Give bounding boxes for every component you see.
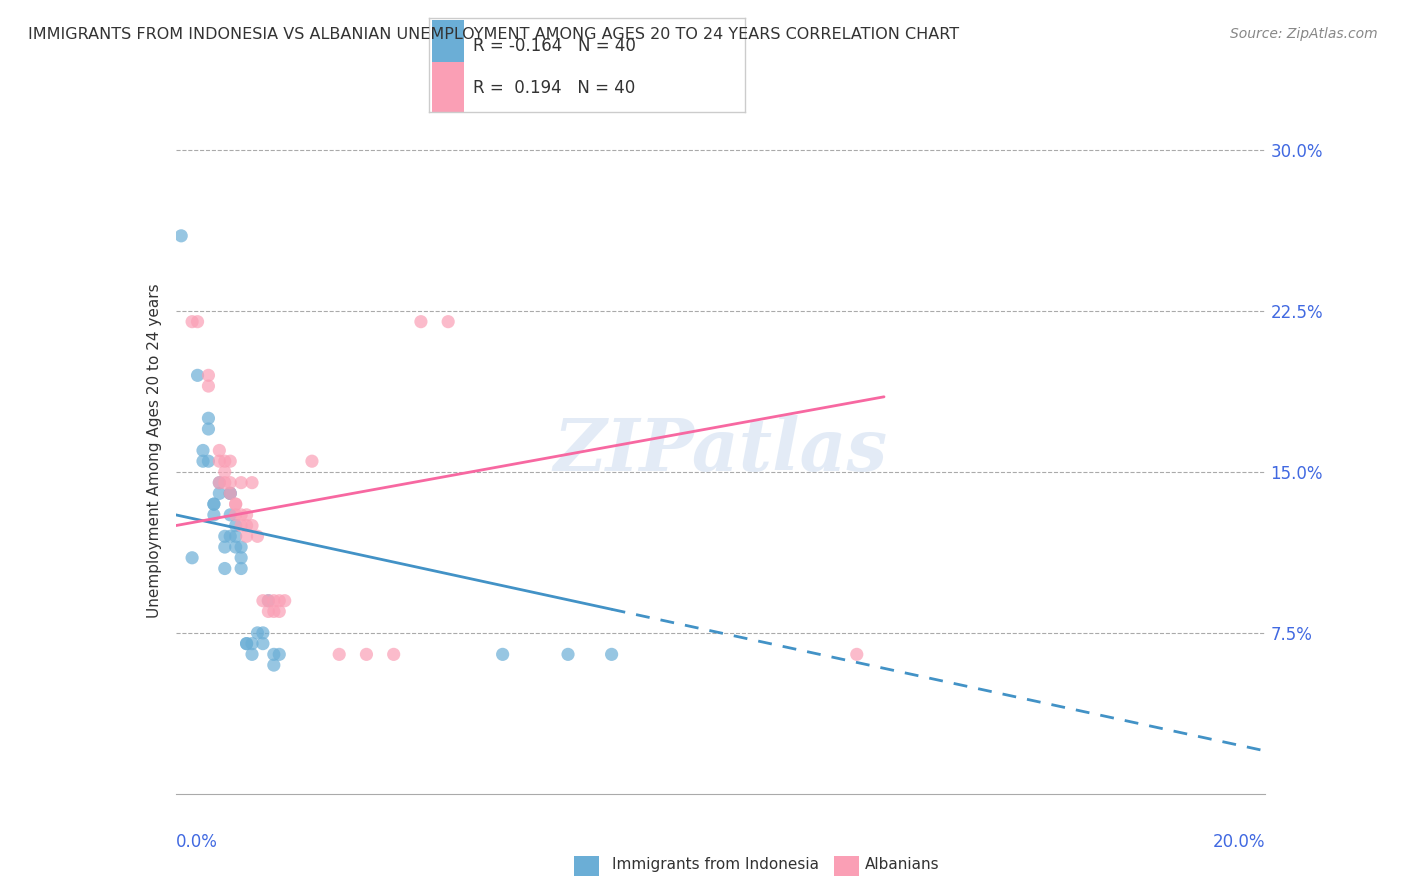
Point (214, 561, 236, 575)
Point (492, 648, 515, 662)
Point (208, 443, 231, 458)
Point (252, 637, 274, 651)
Point (225, 529, 247, 543)
Point (202, 497, 225, 511)
Point (409, 315, 432, 329)
Point (219, 486, 242, 500)
Point (231, 508, 253, 522)
Point (235, 529, 257, 543)
Point (437, 315, 460, 329)
Point (263, 604, 285, 618)
Point (231, 540, 253, 554)
Point (214, 475, 236, 490)
Point (240, 475, 263, 490)
Point (225, 508, 247, 522)
Point (356, 648, 378, 662)
Point (219, 508, 242, 522)
Point (225, 518, 247, 533)
Point (269, 648, 291, 662)
Text: Source: ZipAtlas.com: Source: ZipAtlas.com (1230, 27, 1378, 41)
Bar (432, 62, 464, 114)
Point (219, 486, 242, 500)
Point (263, 593, 285, 607)
Point (231, 550, 253, 565)
Point (197, 411, 219, 425)
Point (600, 648, 623, 662)
Text: IMMIGRANTS FROM INDONESIA VS ALBANIAN UNEMPLOYMENT AMONG AGES 20 TO 24 YEARS COR: IMMIGRANTS FROM INDONESIA VS ALBANIAN UN… (28, 27, 959, 42)
Point (219, 486, 242, 500)
Point (269, 593, 291, 607)
Point (231, 475, 253, 490)
Text: Immigrants from Indonesia: Immigrants from Indonesia (612, 857, 818, 872)
Point (186, 315, 209, 329)
Point (208, 475, 231, 490)
Point (202, 497, 225, 511)
Text: R = -0.164   N = 40: R = -0.164 N = 40 (472, 37, 636, 55)
Point (246, 529, 269, 543)
Point (197, 379, 219, 393)
Point (274, 593, 297, 607)
Point (382, 648, 405, 662)
Point (208, 475, 231, 490)
Point (219, 454, 242, 468)
Point (191, 454, 214, 468)
Point (269, 604, 291, 618)
Bar (432, 20, 464, 72)
Point (235, 637, 257, 651)
Text: 0.0%: 0.0% (176, 832, 218, 850)
Text: ZIPatlas: ZIPatlas (554, 415, 887, 486)
Point (170, 228, 193, 243)
Point (240, 637, 263, 651)
Point (235, 518, 257, 533)
Point (557, 648, 579, 662)
Point (231, 518, 253, 533)
Point (191, 443, 214, 458)
Point (181, 550, 204, 565)
Point (197, 422, 219, 436)
Point (231, 561, 253, 575)
Point (225, 497, 247, 511)
Point (252, 626, 274, 640)
Point (235, 637, 257, 651)
Point (219, 529, 242, 543)
Text: 20.0%: 20.0% (1213, 832, 1265, 850)
Point (197, 368, 219, 383)
Point (252, 593, 274, 607)
Point (235, 508, 257, 522)
Point (263, 658, 285, 673)
Point (197, 454, 219, 468)
Point (240, 648, 263, 662)
Y-axis label: Unemployment Among Ages 20 to 24 years: Unemployment Among Ages 20 to 24 years (146, 283, 162, 618)
Point (301, 454, 323, 468)
Point (181, 315, 204, 329)
Point (208, 454, 231, 468)
Point (257, 593, 280, 607)
Point (240, 518, 263, 533)
Point (845, 648, 868, 662)
Point (225, 497, 247, 511)
Point (214, 529, 236, 543)
Point (257, 593, 280, 607)
Point (246, 626, 269, 640)
Point (214, 465, 236, 479)
Point (208, 486, 231, 500)
Point (328, 648, 350, 662)
Point (257, 604, 280, 618)
Point (202, 508, 225, 522)
Point (186, 368, 209, 383)
Point (225, 540, 247, 554)
Text: Albanians: Albanians (865, 857, 939, 872)
Point (263, 648, 285, 662)
Text: R =  0.194   N = 40: R = 0.194 N = 40 (472, 79, 636, 97)
Point (214, 454, 236, 468)
Point (214, 540, 236, 554)
Point (219, 475, 242, 490)
